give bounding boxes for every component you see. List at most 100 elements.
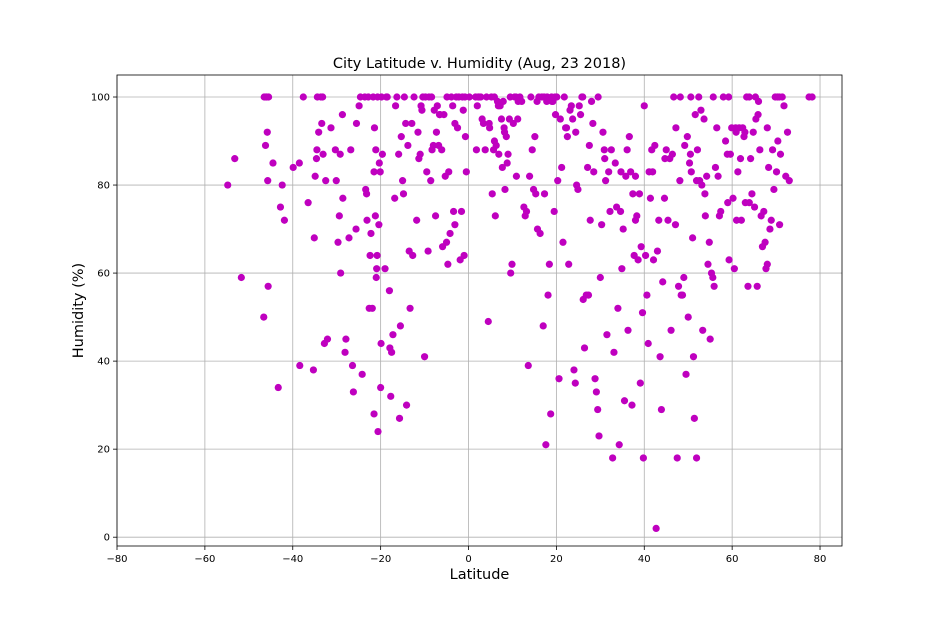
data-point: [444, 260, 452, 268]
data-point: [532, 190, 540, 198]
data-point: [311, 172, 319, 180]
data-point: [372, 146, 380, 154]
data-point: [388, 348, 396, 356]
data-point: [237, 273, 245, 282]
data-point: [569, 115, 577, 123]
data-point: [736, 155, 745, 163]
data-point: [585, 141, 593, 150]
data-point: [389, 331, 397, 339]
data-point: [352, 119, 361, 128]
data-point: [381, 265, 389, 273]
data-point: [638, 309, 647, 317]
data-point: [525, 172, 534, 180]
data-point: [485, 119, 493, 128]
data-point: [387, 392, 395, 400]
data-point: [536, 229, 544, 238]
data-point: [653, 247, 662, 255]
data-point: [362, 190, 371, 198]
data-point: [337, 269, 345, 277]
data-point: [674, 282, 683, 290]
data-point: [339, 194, 347, 202]
data-point: [598, 221, 606, 229]
data-point: [334, 238, 342, 246]
data-point: [616, 207, 625, 216]
plot-frame: [116, 74, 843, 547]
data-point: [484, 317, 492, 326]
data-point: [374, 427, 382, 436]
y-tick-label: 40: [97, 357, 110, 368]
data-point: [596, 273, 604, 282]
data-point: [713, 124, 721, 132]
data-point: [289, 163, 297, 172]
data-point: [370, 168, 378, 176]
data-point: [773, 93, 782, 101]
data-point: [319, 150, 327, 158]
data-point: [785, 177, 793, 185]
data-point: [603, 331, 611, 339]
data-point: [646, 194, 655, 202]
data-point: [710, 282, 718, 290]
data-point: [299, 93, 307, 101]
data-point: [611, 159, 619, 167]
data-point: [689, 353, 698, 361]
data-point: [565, 260, 573, 268]
data-point: [504, 150, 512, 158]
data-point: [656, 353, 664, 361]
data-point: [719, 93, 727, 101]
data-point: [687, 93, 695, 101]
data-point: [264, 282, 272, 290]
data-point: [336, 150, 344, 158]
data-point: [704, 260, 712, 268]
data-point: [548, 97, 556, 106]
data-point: [540, 190, 549, 198]
chart-title: City Latitude v. Humidity (Aug, 23 2018): [333, 56, 626, 72]
data-point: [413, 216, 421, 224]
data-point: [730, 265, 738, 273]
data-point: [327, 124, 335, 132]
data-point: [667, 326, 675, 334]
data-point: [500, 128, 509, 136]
data-point: [462, 168, 470, 176]
data-point: [395, 150, 403, 158]
data-point: [721, 137, 730, 145]
data-point: [684, 313, 692, 321]
data-point: [433, 102, 441, 110]
data-point: [701, 190, 709, 198]
data-point: [373, 251, 381, 260]
x-axis-label: Latitude: [450, 567, 510, 583]
data-point: [624, 326, 632, 334]
data-point: [747, 155, 755, 163]
data-point: [744, 282, 752, 290]
data-point: [355, 102, 363, 110]
y-tick-label: 80: [97, 181, 110, 192]
data-point: [378, 150, 386, 158]
data-point: [406, 304, 414, 312]
data-point: [547, 410, 555, 418]
grid-lines: [116, 75, 842, 546]
data-point: [672, 124, 680, 132]
data-point: [498, 163, 506, 172]
data-point: [767, 216, 775, 224]
data-point: [555, 375, 563, 383]
data-point: [542, 441, 550, 449]
data-point: [745, 93, 753, 101]
data-point: [599, 128, 607, 136]
data-point: [671, 221, 680, 229]
data-point: [518, 97, 526, 106]
data-point: [619, 225, 627, 233]
data-point: [363, 216, 371, 224]
data-point: [711, 163, 720, 172]
data-point: [397, 133, 405, 141]
data-point: [680, 273, 688, 282]
data-point: [637, 243, 645, 251]
data-point: [512, 172, 521, 180]
y-tick-label: 60: [97, 269, 110, 280]
data-point: [701, 212, 709, 220]
data-point: [770, 185, 778, 194]
data-point: [338, 111, 347, 119]
data-point: [655, 216, 663, 224]
data-point: [391, 102, 400, 110]
data-point: [451, 119, 459, 128]
data-point: [393, 93, 401, 101]
data-point: [737, 216, 745, 224]
